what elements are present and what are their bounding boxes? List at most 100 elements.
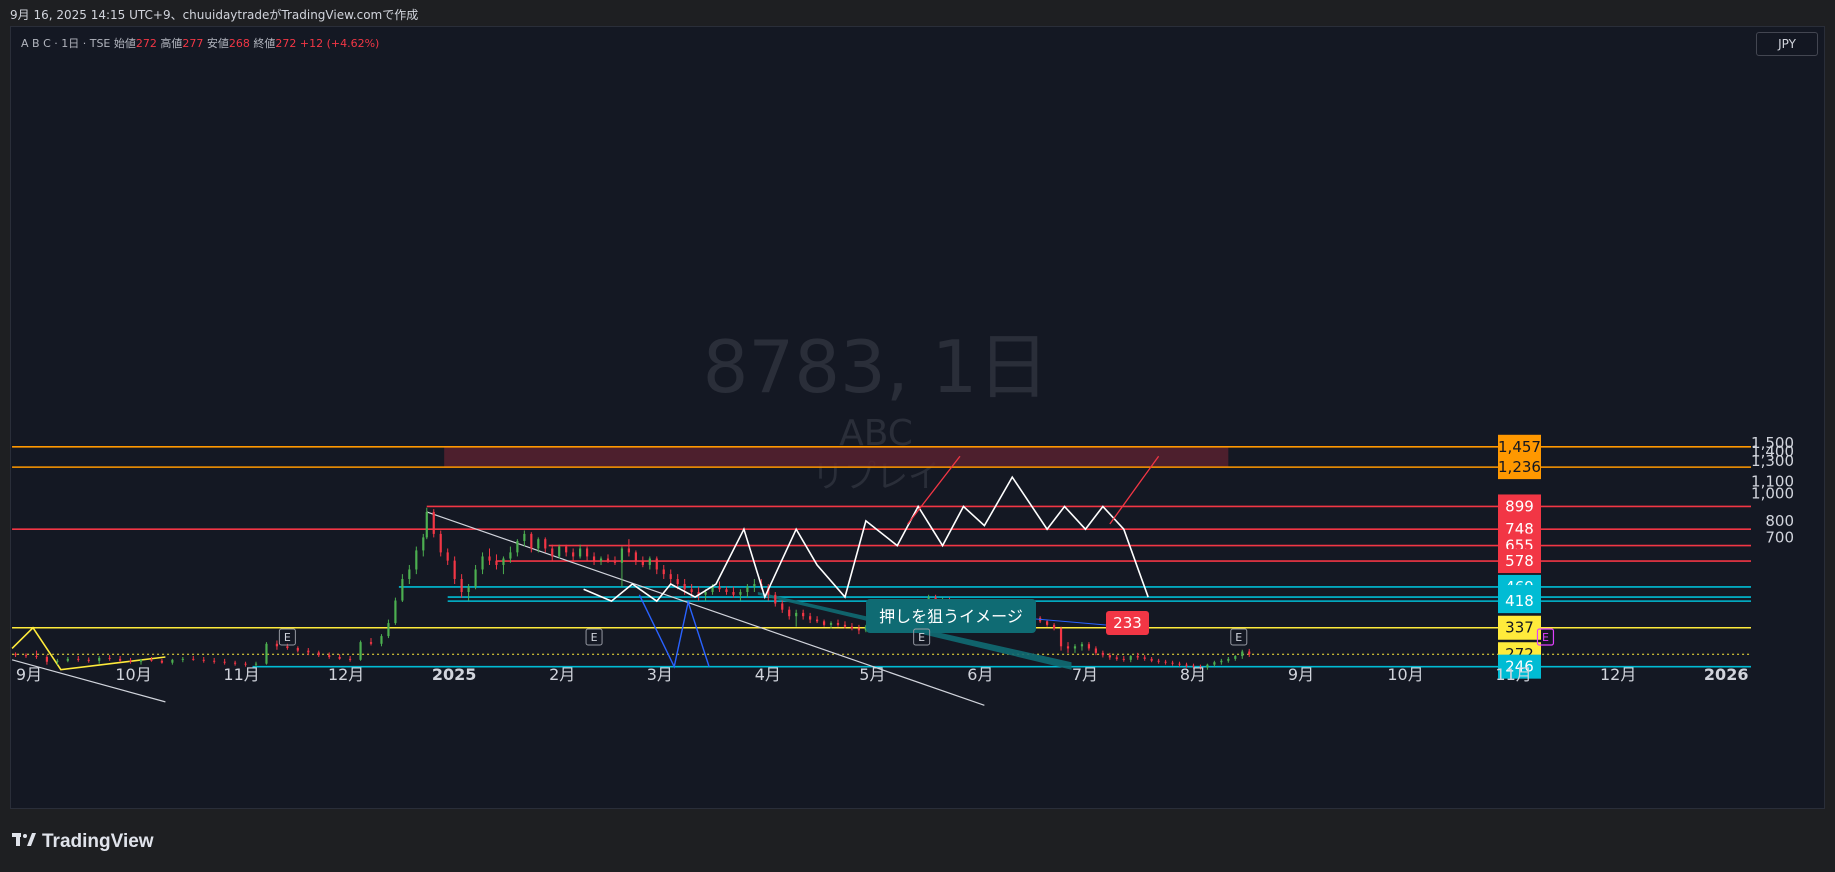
x-axis-tick: 11月 — [223, 665, 259, 684]
candle-body — [1150, 658, 1153, 661]
candle-body — [380, 636, 383, 644]
badge-label: 418 — [1505, 592, 1534, 610]
candle — [1234, 655, 1237, 661]
legend-low-label: 安値 — [206, 37, 229, 50]
legend-low-value: 268 — [228, 37, 250, 50]
candle-body — [697, 592, 700, 595]
candle-body — [160, 660, 164, 663]
candle-body — [732, 592, 735, 595]
candle — [265, 642, 268, 665]
chart-panel[interactable]: 8783, 1日 ABC リプレイ 押しを狙うイメージ 1,500 1,400 1,300 1… — [10, 26, 1825, 809]
candle-body — [286, 646, 289, 649]
candle — [408, 564, 411, 585]
candle — [1213, 660, 1216, 667]
candle — [627, 539, 631, 557]
candle-body — [349, 658, 352, 660]
target-arrow-2 — [1109, 455, 1160, 525]
price-level-badge: 337 — [1498, 615, 1541, 640]
candle — [829, 621, 833, 629]
candle — [843, 621, 847, 629]
candle — [380, 634, 383, 647]
badge-box — [1498, 434, 1541, 459]
candle-body — [474, 569, 477, 587]
y-axis-tick: 1,100 — [1751, 473, 1794, 491]
candle — [864, 624, 867, 633]
candle — [467, 584, 470, 601]
candle — [585, 546, 589, 561]
candle-body — [481, 556, 484, 570]
candle-body — [857, 628, 861, 631]
candle — [613, 556, 617, 565]
x-axis-tick: 9月 — [1288, 665, 1314, 684]
candle-body — [572, 552, 575, 557]
candle — [474, 564, 477, 590]
downside-arrows — [638, 594, 710, 669]
candle-body — [181, 658, 184, 660]
candle — [495, 554, 498, 570]
earnings-upcoming-marker: E — [1536, 628, 1555, 646]
candle-body — [579, 548, 582, 557]
earnings-marker: E — [278, 628, 296, 646]
candle-body — [108, 657, 111, 659]
candle — [1192, 663, 1195, 669]
candle — [460, 574, 463, 598]
candle — [192, 656, 195, 661]
candle-body — [585, 548, 589, 557]
candle — [1199, 664, 1202, 670]
earnings-box — [278, 628, 296, 646]
candle — [641, 556, 644, 568]
badge-box — [1498, 494, 1541, 519]
candle-body — [317, 652, 320, 656]
candle — [45, 655, 49, 665]
candle — [739, 589, 742, 601]
candle — [1108, 652, 1111, 660]
candle-body — [202, 659, 205, 661]
candle-body — [1108, 655, 1111, 658]
candle-body — [432, 511, 435, 534]
candle-body — [328, 655, 331, 657]
candle — [822, 619, 826, 627]
candle — [1080, 642, 1084, 651]
candle — [439, 530, 442, 557]
candle-body — [599, 558, 603, 561]
candle-body — [1185, 664, 1188, 666]
candle — [1066, 642, 1070, 653]
candle — [788, 606, 791, 620]
legend-high-label: 高値 — [160, 37, 183, 50]
candle — [160, 658, 164, 664]
candle-body — [1094, 648, 1097, 653]
candle — [275, 640, 279, 650]
candle — [1115, 655, 1118, 661]
candle — [1157, 658, 1160, 664]
earnings-letter: E — [1235, 631, 1242, 644]
currency-button[interactable]: JPY — [1756, 32, 1818, 56]
candle — [98, 656, 101, 664]
candle-body — [1220, 660, 1223, 663]
candle-body — [415, 550, 418, 570]
candle-body — [446, 552, 449, 561]
target-arrow-1 — [907, 455, 961, 525]
candle — [446, 548, 449, 565]
candle-body — [275, 643, 279, 647]
candle — [669, 569, 672, 585]
tradingview-mark-icon — [12, 833, 36, 846]
x-axis-tick: 8月 — [1180, 665, 1206, 684]
price-level-badge: 578 — [1498, 549, 1541, 574]
candle-body — [795, 612, 798, 617]
x-axis-tick: 2026 — [1704, 665, 1749, 684]
candle — [655, 556, 658, 575]
candle — [1052, 623, 1056, 631]
legend-high-value: 277 — [182, 37, 204, 50]
candle-body — [1066, 646, 1070, 649]
y-axis-tick: 1,400 — [1751, 443, 1794, 461]
projected-price-path — [583, 475, 1149, 603]
badge-label: 1,457 — [1498, 438, 1541, 456]
candle — [1059, 626, 1063, 651]
candle-body — [192, 658, 195, 660]
candle-body — [815, 619, 819, 622]
tradingview-logo[interactable]: TradingView — [12, 831, 154, 853]
candle — [24, 653, 28, 658]
price-level-badge: 418 — [1498, 589, 1541, 614]
candle-body — [746, 586, 749, 593]
